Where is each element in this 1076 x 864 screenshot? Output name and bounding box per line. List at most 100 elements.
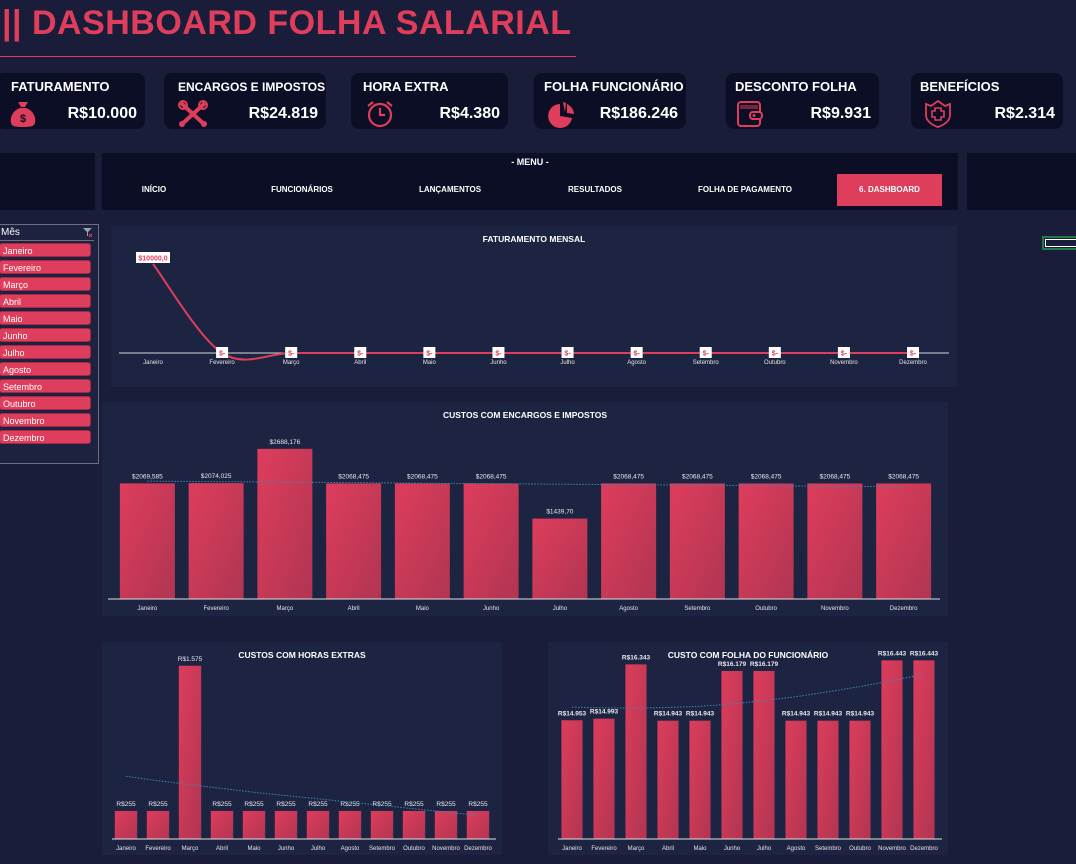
menu-item-lancamentos[interactable]: LANÇAMENTOS [418,185,482,194]
x-tick-label: Julho [311,846,326,852]
data-label: R$16.343 [622,654,651,661]
data-label: $2074,025 [201,473,232,480]
bar [807,483,863,599]
x-tick-label: Outubro [755,606,777,612]
x-tick-label: Dezembro [899,360,927,366]
menu-item-folha-de-pagamento[interactable]: FOLHA DE PAGAMENTO [697,185,793,194]
data-label-box [837,347,850,358]
data-label: $- [495,351,502,358]
kpi-value: R$186.246 [599,105,678,122]
data-label: $- [426,351,433,358]
slicer-item-dezembro[interactable]: Dezembro [0,430,91,444]
bar [394,483,450,599]
data-label: R$16.179 [750,661,779,668]
x-tick-label: Janeiro [116,846,136,852]
data-label: $- [910,351,917,358]
bar [593,718,615,839]
slicer-item-maro[interactable]: Março [0,277,91,291]
data-label: $2068,475 [338,473,369,480]
slicer-item-junho[interactable]: Junho [0,328,91,342]
data-label: R$14.943 [654,711,683,718]
kpi-value: R$4.380 [439,105,501,122]
nav-right-panel [967,153,1076,210]
folha-funcionario-chart-panel: CUSTO COM FOLHA DO FUNCIONÁRIO R$14.953 J… [548,642,948,855]
kpi-value: R$9.931 [810,105,872,122]
bar [119,483,175,599]
data-label: R$255 [436,801,456,808]
kpi-label: ENCARGOS E IMPOSTOS [178,80,326,94]
x-tick-label: Maio [416,606,430,612]
month-slicer: Mês Janeiro Fevereiro Março Abril Maio Junho J… [0,224,99,464]
slicer-item-maio[interactable]: Maio [0,311,91,325]
alarm-clock-icon [367,101,393,128]
slicer-item-abril[interactable]: Abril [0,294,91,308]
data-label: R$255 [308,801,328,808]
x-tick-label: Agosto [341,846,360,852]
x-tick-label: Março [277,606,294,612]
kpi-card-faturamento: FATURAMENTO $ R$10.000 [0,73,145,129]
bar [338,810,362,839]
data-label: R$255 [116,801,136,808]
data-label: R$255 [372,801,392,808]
wallet-icon [737,101,763,127]
bar [466,810,490,839]
bar [210,810,234,839]
x-tick-label: Novembro [432,846,460,852]
x-tick-label: Junho [278,846,295,852]
x-tick-label: Janeiro [143,360,163,366]
data-label: $10000,0 [138,256,167,263]
data-label: R$255 [340,801,360,808]
bar [326,483,382,599]
data-label: R$1.575 [178,656,203,663]
x-tick-label: Setembro [815,846,842,852]
x-tick-label: Fevereiro [203,606,229,612]
selected-cell[interactable] [1042,236,1076,250]
menu-item-resultados[interactable]: RESULTADOS [568,185,622,194]
shield-plus-icon [925,100,951,128]
slicer-item-setembro[interactable]: Setembro [0,379,91,393]
x-tick-label: Fevereiro [591,846,617,852]
data-label: $2068,475 [820,473,851,480]
data-label-box [216,347,229,358]
faturamento-line-chart: $10000,0 Janeiro $- Fevereiro $- Março $- Abril… [119,252,949,366]
bar [370,810,394,839]
slicer-item-agosto[interactable]: Agosto [0,362,91,376]
menu-item-funcionarios[interactable]: FUNCIONÁRIOS [271,185,333,194]
menu-item-dashboard[interactable]: 6. DASHBOARD [837,174,942,206]
x-tick-label: Dezembro [890,606,918,612]
menu-item-inicio[interactable]: INÍCIO [141,185,167,194]
svg-text:$: $ [20,113,26,125]
slicer-item-outubro[interactable]: Outubro [0,396,91,410]
chart-title: CUSTOS COM ENCARGOS E IMPOSTOS [442,410,608,420]
slicer-item-janeiro[interactable]: Janeiro [0,243,91,257]
x-tick-label: Novembro [821,606,849,612]
x-tick-label: Outubro [764,360,786,366]
x-tick-label: Abril [216,846,228,852]
x-tick-label: Maio [423,360,437,366]
data-label: $2068,475 [407,473,438,480]
nav-left-panel [0,153,95,210]
x-tick-label: Março [182,846,199,852]
data-label: R$255 [212,801,232,808]
data-label: $- [634,351,641,358]
x-tick-label: Outubro [403,846,425,852]
chart-title: CUSTOS COM HORAS EXTRAS [238,650,366,660]
bar [689,720,711,839]
slicer-item-novembro[interactable]: Novembro [0,413,91,427]
data-label: R$16.443 [910,650,939,657]
x-tick-label: Agosto [619,606,638,612]
slicer-item-fevereiro[interactable]: Fevereiro [0,260,91,274]
data-label: $2069,585 [132,473,163,480]
bar [402,810,426,839]
data-label: $2068,475 [476,473,507,480]
x-tick-label: Novembro [878,846,906,852]
x-tick-label: Agosto [787,846,806,852]
x-tick-label: Novembro [830,360,858,366]
x-tick-label: Janeiro [562,846,582,852]
slicer-item-julho[interactable]: Julho [0,345,91,359]
horas-extras-chart-panel: CUSTOS COM HORAS EXTRAS R$255 Janeiro R$25… [102,642,502,855]
data-label: R$14.943 [814,711,843,718]
bar [669,483,725,599]
clear-filter-icon[interactable] [83,228,92,237]
trendline [147,480,904,488]
